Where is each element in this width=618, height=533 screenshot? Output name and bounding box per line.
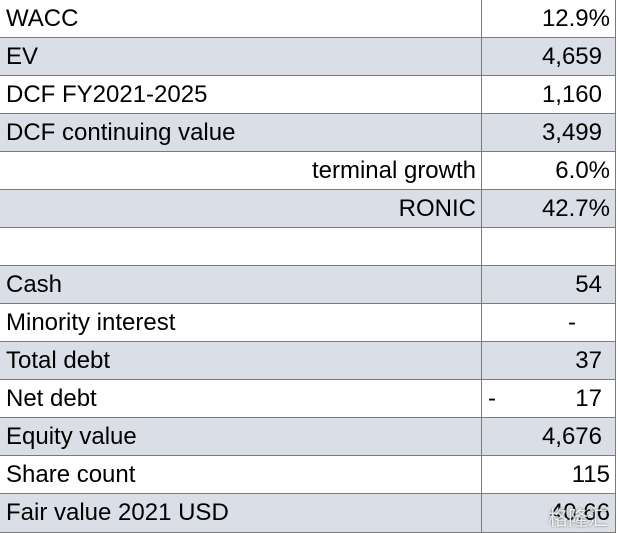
row-value: 3,499 xyxy=(541,119,602,146)
row-cash: Cash 54 xyxy=(0,266,616,304)
row-fair-value: Fair value 2021 USD 40.66 xyxy=(0,494,616,533)
row-value: 42.7% xyxy=(541,195,610,222)
row-value: 40.66 xyxy=(549,499,610,526)
row-wacc: WACC 12.9% xyxy=(0,0,616,38)
watermark-logo: 格隆汇 xyxy=(548,508,608,530)
row-value: 115 xyxy=(571,461,610,488)
row-label: DCF FY2021-2025 xyxy=(6,81,208,108)
row-value: 12.9% xyxy=(541,5,610,32)
row-value: 17 xyxy=(575,385,602,412)
row-label: Cash xyxy=(6,271,63,298)
row-label: EV xyxy=(6,43,39,70)
row-dcf-fy: DCF FY2021-2025 1,160 xyxy=(0,76,616,114)
row-share-count: Share count 115 xyxy=(0,456,616,494)
row-label: Net debt xyxy=(6,385,97,412)
row-label: Equity value xyxy=(6,423,137,450)
column-divider xyxy=(481,0,482,533)
row-terminal-growth: terminal growth 6.0% xyxy=(0,152,616,190)
row-value: 4,676 xyxy=(541,423,602,450)
row-label: Minority interest xyxy=(6,309,176,336)
row-total-debt: Total debt 37 xyxy=(0,342,616,380)
row-label: WACC xyxy=(6,5,79,32)
row-label: Fair value 2021 USD xyxy=(6,499,229,526)
row-minority-interest: Minority interest - xyxy=(0,304,616,342)
row-label: Share count xyxy=(6,461,136,488)
row-dcf-continuing: DCF continuing value 3,499 xyxy=(0,114,616,152)
row-equity-value: Equity value 4,676 xyxy=(0,418,616,456)
row-ronic: RONIC 42.7% xyxy=(0,190,616,228)
row-value: 4,659 xyxy=(541,43,602,70)
row-label: terminal growth xyxy=(311,157,476,184)
row-value: 6.0% xyxy=(555,157,610,184)
row-value: - xyxy=(568,309,576,336)
row-label: DCF continuing value xyxy=(6,119,236,146)
table-right-border xyxy=(615,0,616,533)
row-value: 37 xyxy=(575,347,602,374)
row-ev: EV 4,659 xyxy=(0,38,616,76)
row-label: RONIC xyxy=(398,195,476,222)
row-label: Total debt xyxy=(6,347,111,374)
row-blank xyxy=(0,228,616,266)
row-net-debt: Net debt - 17 xyxy=(0,380,616,418)
row-value: 1,160 xyxy=(541,81,602,108)
row-value: 54 xyxy=(575,271,602,298)
negative-sign: - xyxy=(488,385,496,412)
